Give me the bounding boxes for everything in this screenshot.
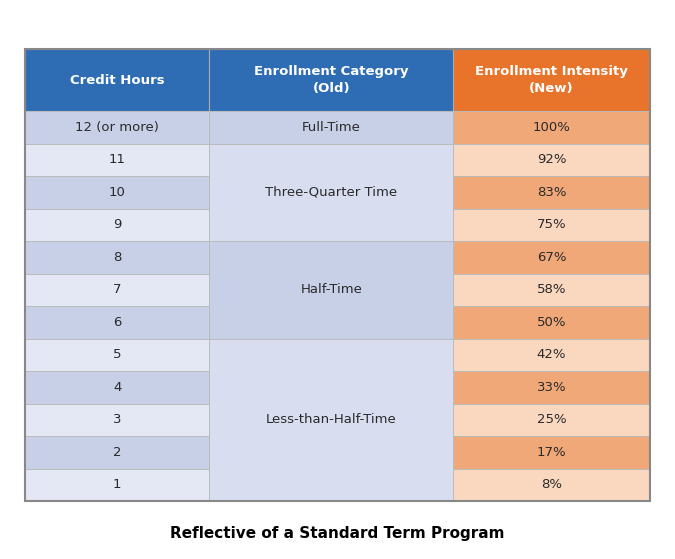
Bar bbox=[25, 49, 209, 111]
Bar bbox=[453, 111, 650, 144]
Bar bbox=[25, 306, 209, 339]
Bar bbox=[25, 371, 209, 404]
Text: 8%: 8% bbox=[541, 479, 562, 491]
Bar bbox=[25, 176, 209, 209]
Text: Enrollment Intensity
(New): Enrollment Intensity (New) bbox=[475, 65, 628, 95]
Text: 12 (or more): 12 (or more) bbox=[75, 121, 159, 134]
Bar bbox=[453, 241, 650, 273]
Bar bbox=[25, 111, 209, 144]
Text: 11: 11 bbox=[109, 153, 126, 166]
Bar bbox=[25, 273, 209, 306]
Bar bbox=[453, 436, 650, 468]
Text: 83%: 83% bbox=[537, 186, 566, 199]
Bar bbox=[209, 241, 453, 339]
Text: 1: 1 bbox=[113, 479, 122, 491]
Bar bbox=[209, 49, 453, 111]
Text: 25%: 25% bbox=[537, 413, 566, 427]
Text: 75%: 75% bbox=[537, 218, 566, 231]
Bar bbox=[25, 209, 209, 241]
Text: 2: 2 bbox=[113, 446, 122, 459]
Text: Less-than-Half-Time: Less-than-Half-Time bbox=[266, 413, 397, 427]
Text: Enrollment Category
(Old): Enrollment Category (Old) bbox=[254, 65, 408, 95]
Text: 6: 6 bbox=[113, 316, 122, 329]
Text: Half-Time: Half-Time bbox=[300, 283, 362, 296]
Bar bbox=[453, 339, 650, 371]
Bar bbox=[453, 468, 650, 501]
Text: 33%: 33% bbox=[537, 381, 566, 394]
Bar bbox=[453, 273, 650, 306]
Text: 3: 3 bbox=[113, 413, 122, 427]
Bar bbox=[453, 144, 650, 176]
Bar bbox=[25, 144, 209, 176]
Text: 8: 8 bbox=[113, 251, 122, 264]
Text: 9: 9 bbox=[113, 218, 122, 231]
Text: 10: 10 bbox=[109, 186, 126, 199]
Text: 5: 5 bbox=[113, 348, 122, 361]
Bar bbox=[25, 49, 650, 501]
Bar bbox=[209, 339, 453, 501]
Bar bbox=[453, 176, 650, 209]
Text: 100%: 100% bbox=[533, 121, 570, 134]
Text: Credit Hours: Credit Hours bbox=[70, 73, 165, 87]
Text: 67%: 67% bbox=[537, 251, 566, 264]
Text: 17%: 17% bbox=[537, 446, 566, 459]
Bar bbox=[25, 404, 209, 436]
Text: 58%: 58% bbox=[537, 283, 566, 296]
Bar bbox=[25, 241, 209, 273]
Bar bbox=[209, 111, 453, 144]
Text: 92%: 92% bbox=[537, 153, 566, 166]
Text: 50%: 50% bbox=[537, 316, 566, 329]
Bar bbox=[25, 339, 209, 371]
Text: Reflective of a Standard Term Program: Reflective of a Standard Term Program bbox=[170, 525, 505, 541]
Bar bbox=[453, 306, 650, 339]
Bar bbox=[25, 436, 209, 468]
Text: 7: 7 bbox=[113, 283, 122, 296]
Text: 42%: 42% bbox=[537, 348, 566, 361]
Bar bbox=[453, 404, 650, 436]
Text: Full-Time: Full-Time bbox=[302, 121, 360, 134]
Bar bbox=[209, 144, 453, 241]
Text: 4: 4 bbox=[113, 381, 122, 394]
Bar bbox=[453, 49, 650, 111]
Bar bbox=[453, 371, 650, 404]
Bar bbox=[453, 209, 650, 241]
Text: Three-Quarter Time: Three-Quarter Time bbox=[265, 186, 398, 199]
Bar bbox=[25, 468, 209, 501]
